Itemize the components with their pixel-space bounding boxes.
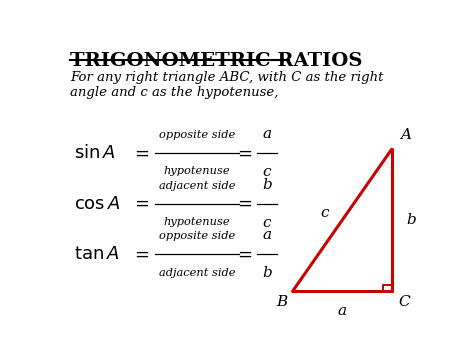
Text: A: A xyxy=(400,129,411,142)
Text: C: C xyxy=(398,295,410,310)
Text: TRIGONOMETRIC RATIOS: TRIGONOMETRIC RATIOS xyxy=(70,52,363,70)
Text: b: b xyxy=(262,178,272,192)
Text: c: c xyxy=(263,216,271,230)
Text: c: c xyxy=(263,165,271,179)
Text: b: b xyxy=(262,267,272,280)
Text: =: = xyxy=(135,195,149,213)
Text: c: c xyxy=(321,207,329,220)
Text: opposite side: opposite side xyxy=(159,231,235,241)
Text: $\mathrm{sin}\,\mathit{A}$: $\mathrm{sin}\,\mathit{A}$ xyxy=(74,144,116,162)
Text: a: a xyxy=(337,304,346,318)
Text: $\mathrm{cos}\,\mathit{A}$: $\mathrm{cos}\,\mathit{A}$ xyxy=(74,195,120,213)
Text: hypotenuse: hypotenuse xyxy=(164,217,230,227)
Text: hypotenuse: hypotenuse xyxy=(164,166,230,176)
Text: =: = xyxy=(237,245,252,263)
Text: =: = xyxy=(135,245,149,263)
Text: For any right triangle ABC, with C as the right
angle and c as the hypotenuse,: For any right triangle ABC, with C as th… xyxy=(70,71,384,99)
Text: adjacent side: adjacent side xyxy=(159,268,235,278)
Text: a: a xyxy=(262,127,272,141)
Text: a: a xyxy=(262,228,272,242)
Text: =: = xyxy=(237,195,252,213)
Text: opposite side: opposite side xyxy=(159,130,235,140)
Text: b: b xyxy=(406,213,416,227)
Text: B: B xyxy=(276,295,287,310)
Text: =: = xyxy=(237,144,252,162)
Text: adjacent side: adjacent side xyxy=(159,181,235,191)
Text: =: = xyxy=(135,144,149,162)
Text: $\mathrm{tan}\,\mathit{A}$: $\mathrm{tan}\,\mathit{A}$ xyxy=(74,245,119,263)
